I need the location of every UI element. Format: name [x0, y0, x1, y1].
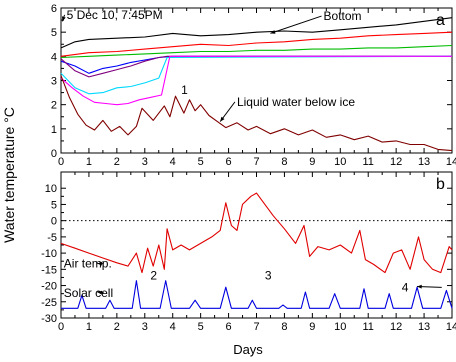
annotation-arrowhead: [97, 290, 103, 295]
series-line-2: [60, 44, 453, 59]
panel-b-series: [60, 192, 453, 309]
x-tick-label: 11: [363, 321, 374, 333]
y-tick-label: -10: [41, 248, 57, 260]
x-axis-label: Days: [233, 342, 263, 357]
panel-a-label: a: [436, 12, 445, 29]
annotation-arrowhead: [62, 16, 66, 22]
panel-b-axes: 0 1 2 3 4 5 6 7 8 9 10 11 12 13 14-30-25-20-15-10-5051…: [41, 172, 456, 333]
series-line-5: [60, 55, 453, 95]
x-tick-label: 12: [390, 156, 402, 168]
y-tick-label: 6: [51, 3, 57, 15]
series-line-7: [60, 75, 453, 152]
y-tick-label: 0: [51, 148, 57, 160]
x-tick-label: 10: [334, 321, 346, 333]
series-line-0: [60, 17, 453, 49]
series-line-6: [60, 55, 452, 106]
x-tick-label: 4: [170, 321, 176, 333]
annotation-arrowhead: [270, 30, 276, 34]
y-tick-label: 0: [51, 216, 57, 228]
x-tick-label: 3: [142, 156, 148, 168]
annotation-0: Air temp.: [64, 257, 112, 271]
x-tick-label: 9: [309, 156, 315, 168]
panel-b-annotations: Air temp. Solar cell 2 3 4: [64, 257, 442, 300]
panel-b-label: b: [436, 176, 445, 193]
x-tick-label: 6: [226, 321, 232, 333]
series-line-1: [61, 280, 453, 309]
annotation-arrowhead: [417, 284, 422, 289]
panel-a-annotations: 5 Dec 10, 7:45PM Bottom Liquid water below…: [61, 8, 362, 122]
panel-b: 0 1 2 3 4 5 6 7 8 9 10 11 12 13 14-30-25-20-15-10-5051…: [41, 171, 456, 333]
x-tick-label: 5: [198, 156, 204, 168]
x-tick-label: 1: [86, 321, 92, 333]
y-tick-label: -5: [47, 232, 57, 244]
y-tick-label: 5: [51, 27, 57, 39]
annotation-1: Solar cell: [64, 286, 113, 300]
y-tick-label: 2: [51, 100, 57, 112]
annotation-arrowhead: [220, 116, 225, 122]
annotation-1: Bottom: [324, 9, 362, 23]
y-tick-label: -20: [41, 281, 57, 293]
annotation-3: 1: [181, 83, 188, 97]
series-line-0: [60, 192, 453, 274]
y-tick-label: -25: [41, 297, 57, 309]
x-tick-label: 11: [363, 156, 374, 168]
x-tick-label: 8: [281, 321, 287, 333]
x-tick-label: 7: [253, 156, 259, 168]
x-tick-label: 12: [390, 321, 402, 333]
panel-a-series: [60, 17, 453, 152]
y-tick-label: 4: [51, 51, 57, 63]
y-tick-label: 1: [51, 124, 57, 136]
x-tick-label: 13: [418, 156, 430, 168]
series-line-1: [60, 31, 453, 57]
annotation-4: 4: [402, 280, 409, 294]
x-tick-label: 0: [58, 321, 64, 333]
annotation-0: 5 Dec 10, 7:45PM: [67, 8, 163, 22]
y-tick-label: 10: [45, 183, 57, 195]
annotation-2: Liquid water below ice: [237, 95, 355, 109]
y-tick-label: 5: [51, 199, 57, 211]
x-tick-label: 5: [198, 321, 204, 333]
annotation-3: 3: [265, 269, 272, 283]
series-line-4: [60, 55, 452, 78]
x-tick-label: 3: [142, 321, 148, 333]
x-tick-label: 2: [114, 156, 120, 168]
x-tick-label: 14: [446, 321, 456, 333]
y-tick-label: -30: [41, 313, 57, 325]
x-tick-label: 4: [170, 156, 176, 168]
x-tick-label: 8: [281, 156, 287, 168]
x-tick-label: 0: [58, 156, 64, 168]
x-tick-label: 2: [114, 321, 120, 333]
x-tick-label: 10: [334, 156, 346, 168]
annotation-arrowhead: [97, 261, 102, 266]
x-tick-label: 6: [226, 156, 232, 168]
annotation-2: 2: [150, 269, 157, 283]
x-tick-label: 9: [309, 321, 315, 333]
y-tick-label: -15: [41, 264, 57, 276]
y-tick-label: 3: [51, 76, 57, 88]
x-tick-label: 7: [253, 321, 259, 333]
annotation-arrow: [270, 15, 322, 34]
x-tick-label: 1: [86, 156, 92, 168]
y-axis-label: Water temperature °C: [1, 107, 17, 243]
x-tick-label: 14: [446, 156, 456, 168]
x-tick-label: 13: [418, 321, 430, 333]
